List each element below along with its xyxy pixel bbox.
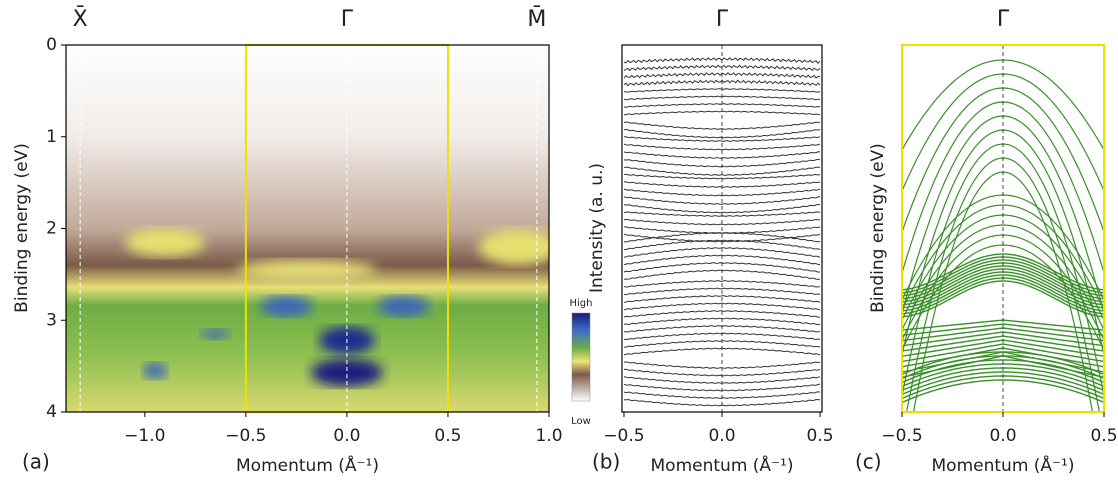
panel <box>902 45 1104 412</box>
x-axis-label: Momentum (Å⁻¹) <box>236 454 379 476</box>
heatmap-feature <box>310 358 383 387</box>
heatmap-feature <box>377 296 430 317</box>
y-tick-label: 1 <box>46 127 57 147</box>
spectrum-curve <box>623 239 821 251</box>
colorbar-low: Low <box>571 416 591 427</box>
spectrum-curve <box>623 287 821 296</box>
colorbar-high: High <box>570 298 593 309</box>
x-axis-label: Momentum (Å⁻¹) <box>932 454 1075 476</box>
x-tick-label: 0.0 <box>333 426 360 446</box>
y-axis-label: Intensity (a. u.) <box>587 163 607 293</box>
x-tick-label: −0.5 <box>225 426 266 446</box>
spectrum-curve <box>623 247 821 258</box>
x-tick-label: 0.5 <box>434 426 461 446</box>
y-tick-label: 2 <box>46 219 57 239</box>
heatmap-feature <box>201 329 230 340</box>
x-tick-label: −0.5 <box>603 426 644 446</box>
symmetry-point-label: Γ̄ <box>716 7 729 32</box>
y-axis-label: Binding energy (eV) <box>868 143 888 313</box>
spectrum-curve <box>624 136 821 142</box>
symmetry-point-label: Γ̄ <box>997 7 1010 32</box>
band <box>902 259 1104 297</box>
spectrum-curve <box>623 302 821 311</box>
plot-area <box>66 45 549 412</box>
spectrum-curve <box>623 121 820 130</box>
band <box>902 274 1104 312</box>
spectrum-curve <box>623 232 821 243</box>
heatmap-feature <box>478 228 549 265</box>
panel-label: (c) <box>855 450 882 474</box>
x-tick-label: −1.0 <box>124 426 165 446</box>
x-tick-label: 1.0 <box>535 426 562 446</box>
panel <box>623 45 821 412</box>
symmetry-point-label: X̄ <box>73 6 88 32</box>
panel-label: (a) <box>22 450 50 474</box>
band <box>902 379 1104 404</box>
spectrum-curve <box>623 310 821 318</box>
heatmap-feature <box>236 259 377 280</box>
spectrum-curve <box>623 203 821 214</box>
band <box>902 351 1104 376</box>
y-tick-label: 0 <box>46 35 57 55</box>
band <box>902 343 1104 363</box>
band <box>902 224 1104 331</box>
panel <box>66 45 549 412</box>
x-axis-label: Momentum (Å⁻¹) <box>651 454 794 476</box>
colorbar <box>571 312 591 402</box>
symmetry-point-label: Γ̄ <box>341 7 354 32</box>
x-tick-label: −0.5 <box>881 426 922 446</box>
plot-frame <box>65 44 550 413</box>
heatmap-feature <box>260 296 313 317</box>
heatmap-feature <box>142 362 167 379</box>
symmetry-point-label: M̄ <box>527 6 546 32</box>
spectrum-curve <box>623 196 821 205</box>
x-tick-label: 0.0 <box>989 426 1016 446</box>
band <box>902 204 1104 311</box>
x-tick-label: 0.0 <box>708 426 735 446</box>
spectrum-curve <box>623 218 821 226</box>
x-tick-label: 0.5 <box>1090 426 1117 446</box>
band <box>902 371 1104 396</box>
band <box>902 253 1104 291</box>
spectrum-curve <box>623 295 821 303</box>
y-axis-label: Binding energy (eV) <box>12 143 32 313</box>
band <box>902 280 1104 318</box>
x-tick-label: 0.5 <box>807 426 834 446</box>
spectrum-curve <box>623 143 821 151</box>
y-tick-label: 3 <box>46 310 57 330</box>
spectrum-curve <box>623 280 820 288</box>
plot-area <box>902 45 1104 412</box>
heatmap-feature <box>125 228 206 257</box>
y-tick-label: 4 <box>46 402 57 422</box>
heatmap-background <box>66 45 549 412</box>
panel-label: (b) <box>592 450 620 474</box>
band <box>902 323 1104 336</box>
plot-area <box>623 45 821 412</box>
